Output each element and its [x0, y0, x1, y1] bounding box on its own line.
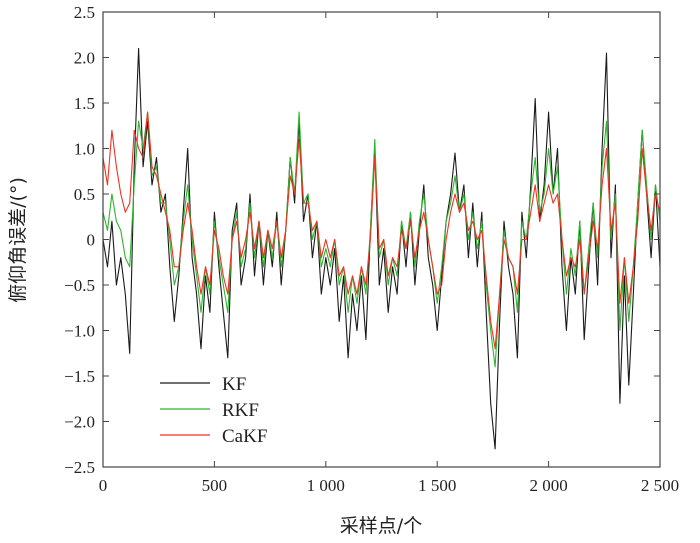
y-tick-label: 0.5: [74, 185, 95, 204]
y-tick-label: 2.5: [74, 3, 95, 22]
y-tick-label: −2.5: [64, 458, 95, 477]
y-tick-label: 2.0: [74, 49, 95, 68]
x-tick-label: 2 500: [641, 476, 679, 495]
x-tick-label: 500: [202, 476, 228, 495]
x-tick-label: 1 500: [418, 476, 456, 495]
y-tick-label: −1.0: [64, 322, 95, 341]
x-axis-title: 采样点/个: [340, 515, 422, 537]
series-line-cakf: [102, 111, 661, 350]
y-tick-label: 1.0: [74, 140, 95, 159]
x-tick-label: 2 000: [529, 476, 567, 495]
series-layer: [102, 47, 661, 450]
y-tick-label: 0: [87, 231, 96, 250]
y-tick-label: −0.5: [64, 276, 95, 295]
series-line-rkf: [102, 111, 661, 368]
series-line-kf: [102, 47, 661, 450]
y-tick-label: −1.5: [64, 367, 95, 386]
legend-label-kf: KF: [222, 374, 246, 395]
axis-ticks: 0 500 1 000 1 500 2 000 2 500 2.5 2.0 1.5 1.0 0.5 0…: [64, 3, 679, 495]
x-tick-label: 0: [99, 476, 108, 495]
y-tick-label: 1.5: [74, 94, 95, 113]
x-tick-label: 1 000: [307, 476, 345, 495]
plot-frame: [102, 11, 661, 468]
y-axis-title: 俯仰角误差/(°): [7, 177, 29, 303]
legend-label-rkf: RKF: [222, 400, 259, 421]
y-tick-label: −2.0: [64, 413, 95, 432]
legend-label-cakf: CaKF: [222, 426, 267, 447]
legend: KF RKF CaKF: [160, 374, 267, 447]
